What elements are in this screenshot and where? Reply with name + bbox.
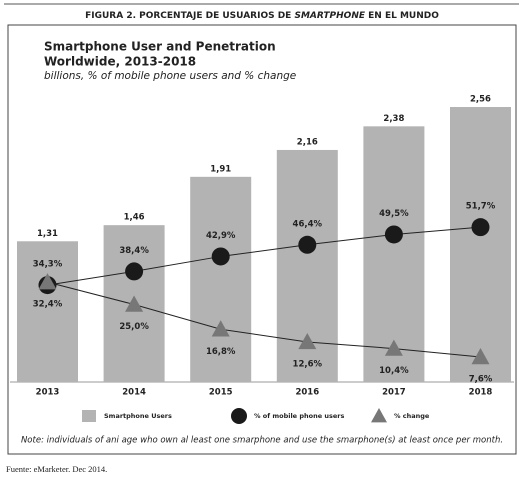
bar: [363, 126, 425, 382]
point-label: 16,8%: [206, 347, 236, 357]
marker: [38, 273, 57, 290]
bar-label: 1,46: [124, 213, 145, 223]
legend-label: % of mobile phone users: [254, 412, 345, 420]
bar-label: 2,16: [297, 137, 318, 147]
legend-label: Smartphone Users: [104, 412, 172, 420]
bar-label: 1,31: [37, 229, 58, 239]
marker: [384, 225, 403, 244]
bar-label: 1,91: [210, 164, 231, 174]
point-label: 38,4%: [119, 246, 149, 256]
x-tick-label: 2018: [469, 388, 493, 398]
figure-title-part: EN EL MUNDO: [365, 11, 439, 21]
marker: [471, 218, 490, 237]
x-tick-label: 2016: [295, 388, 319, 398]
bar-label: 2,38: [383, 114, 404, 124]
bar-label: 2,56: [470, 95, 491, 105]
note: Note: individuals of ani age who own al …: [21, 436, 503, 446]
marker: [298, 235, 317, 254]
x-tick-label: 2013: [36, 388, 60, 398]
figure-title-part: FIGURA 2. PORCENTAJE DE USUARIOS DE: [85, 11, 294, 21]
point-label: 10,4%: [379, 366, 409, 376]
chart-units: billions, % of mobile phone users and % …: [44, 70, 296, 82]
figure-title-part: SMARTPHONE: [294, 11, 365, 21]
marker: [125, 262, 144, 281]
point-label: 42,9%: [206, 231, 236, 241]
line: [47, 281, 481, 358]
source: Fuente: eMarketer. Dec 2014.: [6, 464, 107, 474]
legend-label: % change: [394, 412, 430, 420]
x-tick-label: 2017: [382, 388, 406, 398]
x-tick-label: 2015: [209, 388, 233, 398]
figure-title: FIGURA 2. PORCENTAJE DE USUARIOS DE SMAR…: [85, 11, 439, 21]
bar: [17, 241, 78, 382]
point-label: 32,4%: [33, 300, 63, 310]
chart-title: Smartphone User and Penetration: [44, 40, 276, 54]
point-label: 12,6%: [293, 359, 323, 369]
frame: [7, 24, 517, 455]
point-label: 49,5%: [379, 209, 409, 219]
marker: [211, 320, 230, 337]
marker: [211, 247, 230, 266]
marker: [298, 332, 317, 350]
marker: [125, 295, 144, 312]
bar: [450, 107, 511, 382]
x-tick-label: 2014: [122, 388, 146, 398]
bar: [190, 176, 252, 382]
marker: [384, 339, 403, 356]
legend-swatch: [371, 408, 387, 423]
legend-swatch: [82, 410, 96, 422]
point-label: 25,0%: [119, 322, 149, 332]
point-label: 7,6%: [469, 375, 493, 385]
legend-swatch: [231, 408, 247, 424]
point-label: 34,3%: [33, 260, 63, 270]
line: [47, 226, 481, 286]
marker: [471, 348, 490, 365]
point-label: 46,4%: [293, 219, 323, 229]
point-label: 51,7%: [466, 202, 496, 212]
chart-subtitle: Worldwide, 2013-2018: [44, 55, 196, 69]
